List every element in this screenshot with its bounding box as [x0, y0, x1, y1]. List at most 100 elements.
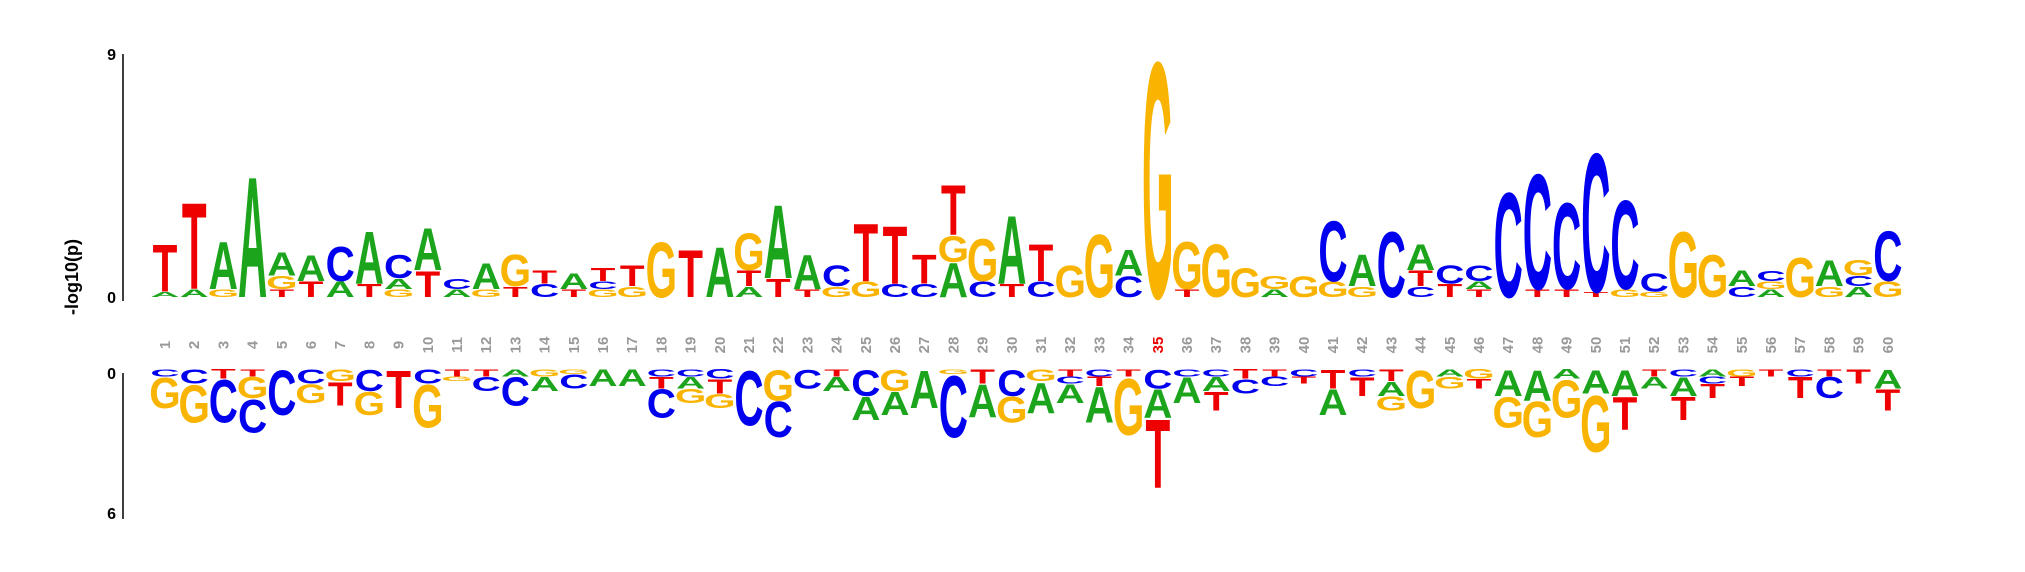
logo-letter-T-pos-50-up: T: [1583, 291, 1608, 299]
logo-letter-A-pos-1-up: A: [150, 291, 179, 299]
logo-letter-T-pos-58-down: T: [1817, 367, 1842, 378]
logo-letter-C-pos-14-up: C: [530, 280, 559, 301]
position-label-26: 26: [887, 337, 904, 354]
position-label-54: 54: [1705, 336, 1722, 353]
logo-letter-A-pos-15-up: A: [559, 268, 588, 293]
logo-letter-G-pos-13-up: G: [500, 246, 531, 296]
logo-letter-T-pos-56-down: T: [1759, 367, 1784, 378]
logo-letter-A-pos-20-up: A: [705, 234, 734, 313]
logo-letter-T-pos-26-up: T: [883, 209, 908, 302]
logo-letter-C-pos-30-down: C: [997, 363, 1026, 404]
logo-letter-G-pos-33-up: G: [1084, 216, 1115, 317]
logo-letter-C-pos-59-up: C: [1844, 273, 1873, 290]
logo-letter-C-pos-12-down: C: [472, 373, 501, 396]
logo-letter-G-pos-57-up: G: [1784, 248, 1815, 310]
logo-letter-T-pos-6-up: T: [299, 276, 324, 301]
logo-letter-T-pos-53-down: T: [1671, 389, 1696, 427]
logo-letter-C-pos-34-up: C: [1114, 270, 1143, 304]
position-label-50: 50: [1588, 337, 1605, 354]
logo-letter-T-pos-16-up: T: [591, 264, 616, 285]
logo-letter-A-pos-17-down: A: [618, 365, 647, 391]
logo-letter-G-pos-29-up: G: [967, 227, 998, 294]
logo-letter-C-pos-11-up: C: [442, 276, 471, 293]
logo-letter-C-pos-31-up: C: [1026, 276, 1055, 301]
logo-letter-T-pos-43-down: T: [1379, 366, 1404, 385]
logo-letter-T-pos-22-up: T: [766, 274, 791, 303]
logo-letter-C-pos-5-down: C: [267, 358, 296, 430]
logo-letter-C-pos-24-up: C: [822, 259, 851, 293]
logo-letter-A-pos-50-down: A: [1581, 362, 1610, 400]
logo-letter-G-pos-31-down: G: [1025, 366, 1056, 385]
logo-letter-A-pos-44-up: A: [1406, 237, 1435, 278]
logo-letter-T-pos-5-up: T: [269, 287, 294, 300]
logo-letter-C-pos-43-up: C: [1377, 214, 1406, 318]
logo-letter-G-pos-48-down: G: [1522, 391, 1553, 448]
logo-letter-A-pos-30-up: A: [997, 195, 1026, 305]
position-label-57: 57: [1792, 337, 1809, 354]
position-label-25: 25: [858, 337, 875, 354]
logo-letter-A-pos-11-up: A: [442, 287, 471, 300]
position-label-30: 30: [1004, 337, 1021, 354]
logo-letter-A-pos-42-up: A: [1348, 246, 1377, 296]
logo-letter-T-pos-44-up: T: [1408, 266, 1433, 291]
logo-letter-C-pos-1-down: C: [150, 367, 179, 378]
logo-letter-A-pos-28-up: A: [939, 253, 968, 307]
logo-letter-G-pos-59-up: G: [1843, 255, 1874, 280]
position-label-20: 20: [712, 337, 729, 354]
logo-letter-G-pos-41-up: G: [1317, 276, 1348, 301]
logo-letter-G-pos-22-down: G: [762, 361, 793, 410]
logo-letter-A-pos-13-down: A: [501, 367, 530, 378]
logo-letter-G-pos-42-up: G: [1346, 284, 1377, 301]
logo-letter-A-pos-39-up: A: [1260, 287, 1289, 300]
logo-letter-C-pos-37-down: C: [1202, 367, 1231, 378]
logo-letter-A-pos-26-down: A: [880, 384, 909, 422]
logo-letter-G-pos-60-up: G: [1872, 276, 1903, 301]
logo-letter-T-pos-17-up: T: [620, 259, 645, 293]
logo-letter-C-pos-39-down: C: [1260, 374, 1289, 389]
logo-letter-A-pos-24-down: A: [822, 373, 851, 396]
logo-letter-T-pos-27-up: T: [912, 246, 937, 292]
logo-letter-G-pos-52-up: G: [1638, 291, 1669, 299]
position-label-15: 15: [566, 337, 583, 354]
logo-letter-C-pos-20-down: C: [705, 367, 734, 382]
logo-letter-G-pos-30-down: G: [996, 390, 1027, 431]
logo-letter-C-pos-38-down: C: [1231, 375, 1260, 398]
position-label-11: 11: [449, 337, 466, 353]
logo-letter-C-pos-47-up: C: [1494, 163, 1523, 330]
logo-letter-A-pos-3-up: A: [209, 228, 238, 303]
logo-letter-C-pos-42-down: C: [1348, 367, 1377, 378]
logo-letter-C-pos-25-down: C: [851, 363, 880, 404]
position-label-41: 41: [1325, 337, 1342, 354]
logo-letter-T-pos-34-down: T: [1116, 367, 1141, 378]
position-label-51: 51: [1617, 337, 1634, 354]
logo-letter-G-pos-25-up: G: [850, 276, 881, 301]
logo-letter-A-pos-47-down: A: [1494, 363, 1523, 404]
logo-letter-T-pos-21-up: T: [737, 266, 762, 291]
logo-letter-G-pos-10-down: G: [412, 372, 443, 440]
logo-letter-C-pos-48-up: C: [1523, 141, 1552, 325]
logo-letter-T-pos-9-down: T: [386, 360, 411, 420]
logo-letter-C-pos-4-down: C: [238, 390, 267, 443]
position-label-46: 46: [1471, 337, 1488, 354]
logo-letter-C-pos-55-up: C: [1727, 284, 1756, 301]
position-label-1: 1: [157, 341, 174, 349]
logo-letter-T-pos-36-up: T: [1175, 287, 1200, 300]
logo-letter-C-pos-22-down: C: [764, 391, 793, 448]
logo-letter-C-pos-57-down: C: [1786, 367, 1815, 378]
logo-letter-G-pos-58-up: G: [1814, 284, 1845, 301]
logo-letter-T-pos-45-up: T: [1437, 280, 1462, 301]
logo-letter-A-pos-55-up: A: [1727, 266, 1756, 291]
logo-letter-G-pos-20-down: G: [704, 390, 735, 413]
logo-letter-A-pos-43-down: A: [1377, 377, 1406, 400]
logo-letter-C-pos-15-down: C: [559, 370, 588, 393]
logo-letter-A-pos-34-up: A: [1114, 243, 1143, 284]
logo-letter-A-pos-53-down: A: [1669, 372, 1698, 402]
position-label-31: 31: [1033, 337, 1050, 354]
position-label-47: 47: [1500, 337, 1517, 354]
logo-letter-G-pos-35-up: G: [1142, 0, 1173, 369]
logo-letter-T-pos-31-up: T: [1029, 234, 1054, 292]
logo-letter-T-pos-14-up: T: [532, 266, 557, 287]
logo-letter-C-pos-50-up: C: [1581, 113, 1610, 335]
logo-letter-G-pos-46-down: G: [1463, 367, 1494, 382]
logo-letter-C-pos-60-up: C: [1873, 218, 1902, 297]
